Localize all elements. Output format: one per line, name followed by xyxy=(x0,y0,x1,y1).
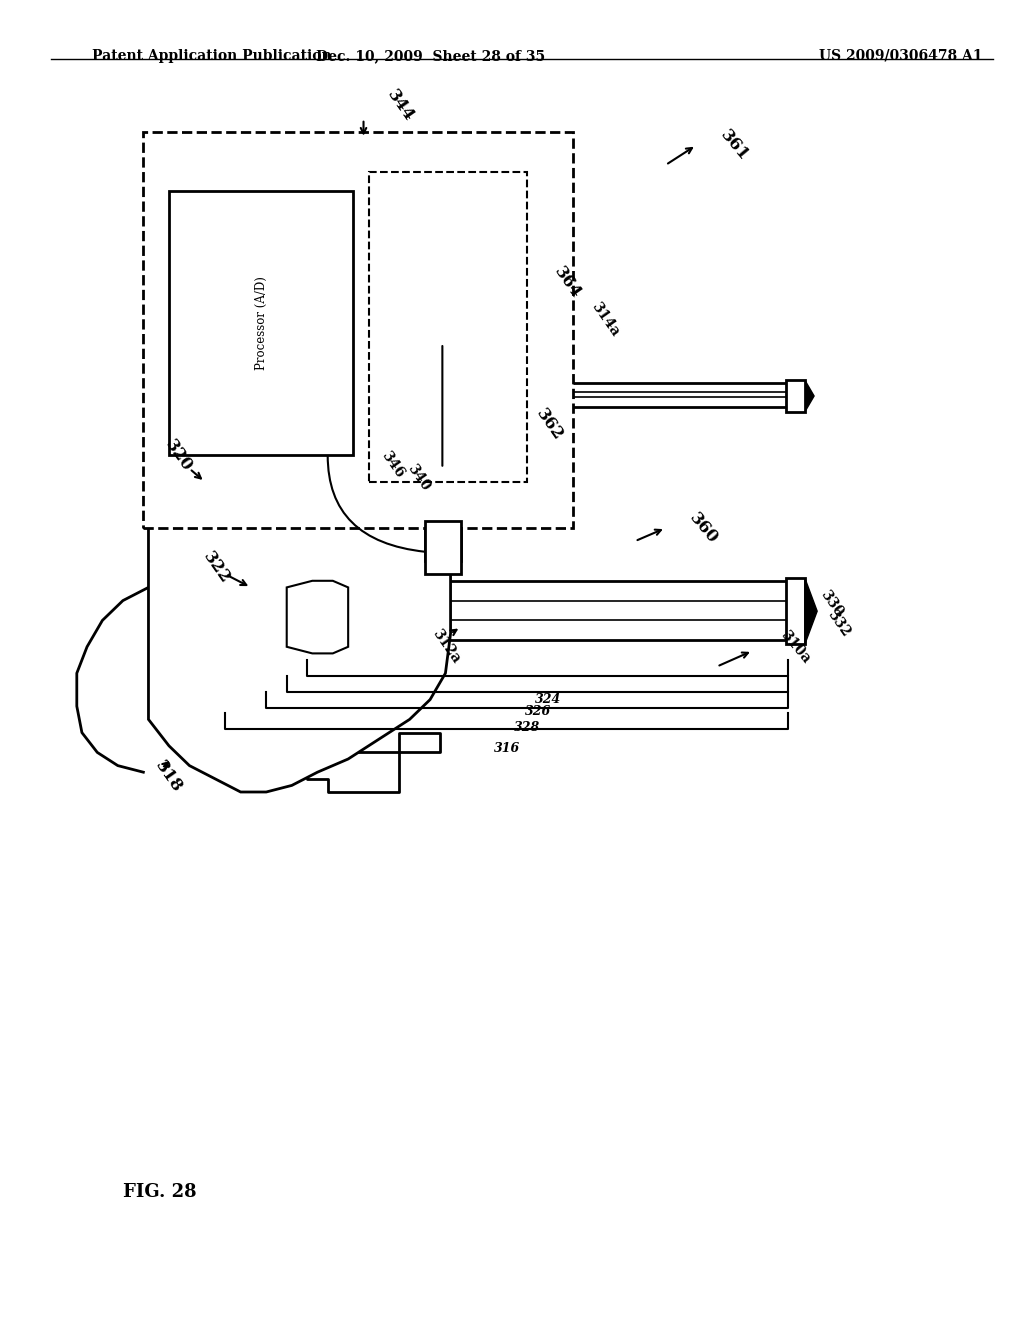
Bar xyxy=(425,528,461,561)
Text: Patent Application Publication: Patent Application Publication xyxy=(92,49,332,63)
Text: 346: 346 xyxy=(379,449,407,480)
Text: 328: 328 xyxy=(514,721,541,734)
Polygon shape xyxy=(805,578,817,644)
Text: 326: 326 xyxy=(524,705,551,718)
Text: Processor (A/D): Processor (A/D) xyxy=(255,276,267,371)
Text: 310a: 310a xyxy=(778,628,813,665)
Text: FIG. 28: FIG. 28 xyxy=(123,1183,197,1201)
Bar xyxy=(786,578,805,644)
Text: 330: 330 xyxy=(817,587,845,619)
Text: 324: 324 xyxy=(535,693,561,706)
Text: 316: 316 xyxy=(494,742,520,755)
Bar xyxy=(786,380,805,412)
Polygon shape xyxy=(148,499,451,792)
Text: Light source
controller: Light source controller xyxy=(413,255,478,273)
Text: Dec. 10, 2009  Sheet 28 of 35: Dec. 10, 2009 Sheet 28 of 35 xyxy=(315,49,545,63)
Text: 312a: 312a xyxy=(430,627,464,667)
Text: 320: 320 xyxy=(162,437,196,474)
Bar xyxy=(384,376,502,469)
Text: 332: 332 xyxy=(824,607,852,639)
Polygon shape xyxy=(805,380,814,412)
Bar xyxy=(169,191,353,455)
Bar xyxy=(425,521,461,574)
Text: 362: 362 xyxy=(532,407,566,444)
Bar xyxy=(143,132,573,528)
Text: 314a: 314a xyxy=(589,300,623,339)
Text: 344: 344 xyxy=(384,87,418,124)
Text: 360: 360 xyxy=(686,510,721,546)
Polygon shape xyxy=(287,581,348,653)
Text: 322: 322 xyxy=(200,548,233,587)
Text: 318: 318 xyxy=(152,758,185,795)
Bar xyxy=(379,185,512,343)
Text: 340: 340 xyxy=(404,462,432,494)
Text: US 2009/0306478 A1: US 2009/0306478 A1 xyxy=(819,49,983,63)
Bar xyxy=(369,172,527,482)
Text: 361: 361 xyxy=(717,127,752,164)
Text: 364: 364 xyxy=(551,264,585,301)
Text: LED: LED xyxy=(429,416,456,429)
